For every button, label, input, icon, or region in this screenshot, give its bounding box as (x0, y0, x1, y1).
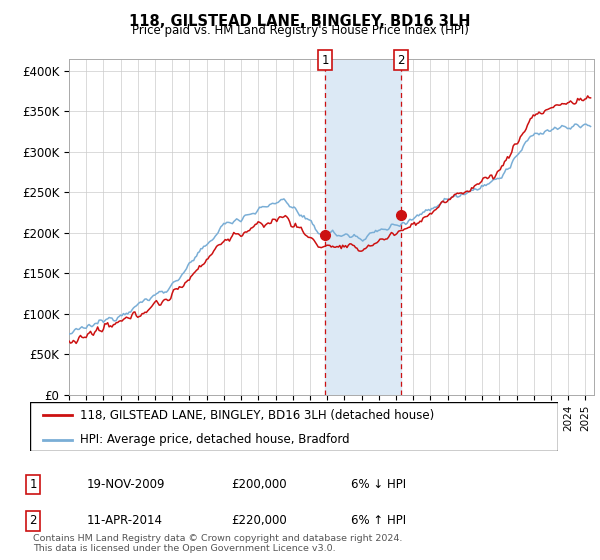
Text: 2: 2 (29, 514, 37, 528)
Text: 19-NOV-2009: 19-NOV-2009 (87, 478, 166, 491)
Text: 118, GILSTEAD LANE, BINGLEY, BD16 3LH: 118, GILSTEAD LANE, BINGLEY, BD16 3LH (129, 14, 471, 29)
Text: 118, GILSTEAD LANE, BINGLEY, BD16 3LH (detached house): 118, GILSTEAD LANE, BINGLEY, BD16 3LH (d… (80, 409, 434, 422)
Text: 6% ↑ HPI: 6% ↑ HPI (351, 514, 406, 528)
Text: 11-APR-2014: 11-APR-2014 (87, 514, 163, 528)
Text: £200,000: £200,000 (231, 478, 287, 491)
Bar (325, 59, 401, 395)
Text: HPI: Average price, detached house, Bradford: HPI: Average price, detached house, Brad… (80, 433, 350, 446)
Text: 2: 2 (397, 54, 404, 67)
Text: 1: 1 (322, 54, 329, 67)
Text: £220,000: £220,000 (231, 514, 287, 528)
Text: Price paid vs. HM Land Registry's House Price Index (HPI): Price paid vs. HM Land Registry's House … (131, 24, 469, 37)
Text: 1: 1 (29, 478, 37, 491)
Text: Contains HM Land Registry data © Crown copyright and database right 2024.
This d: Contains HM Land Registry data © Crown c… (33, 534, 403, 553)
Text: 6% ↓ HPI: 6% ↓ HPI (351, 478, 406, 491)
